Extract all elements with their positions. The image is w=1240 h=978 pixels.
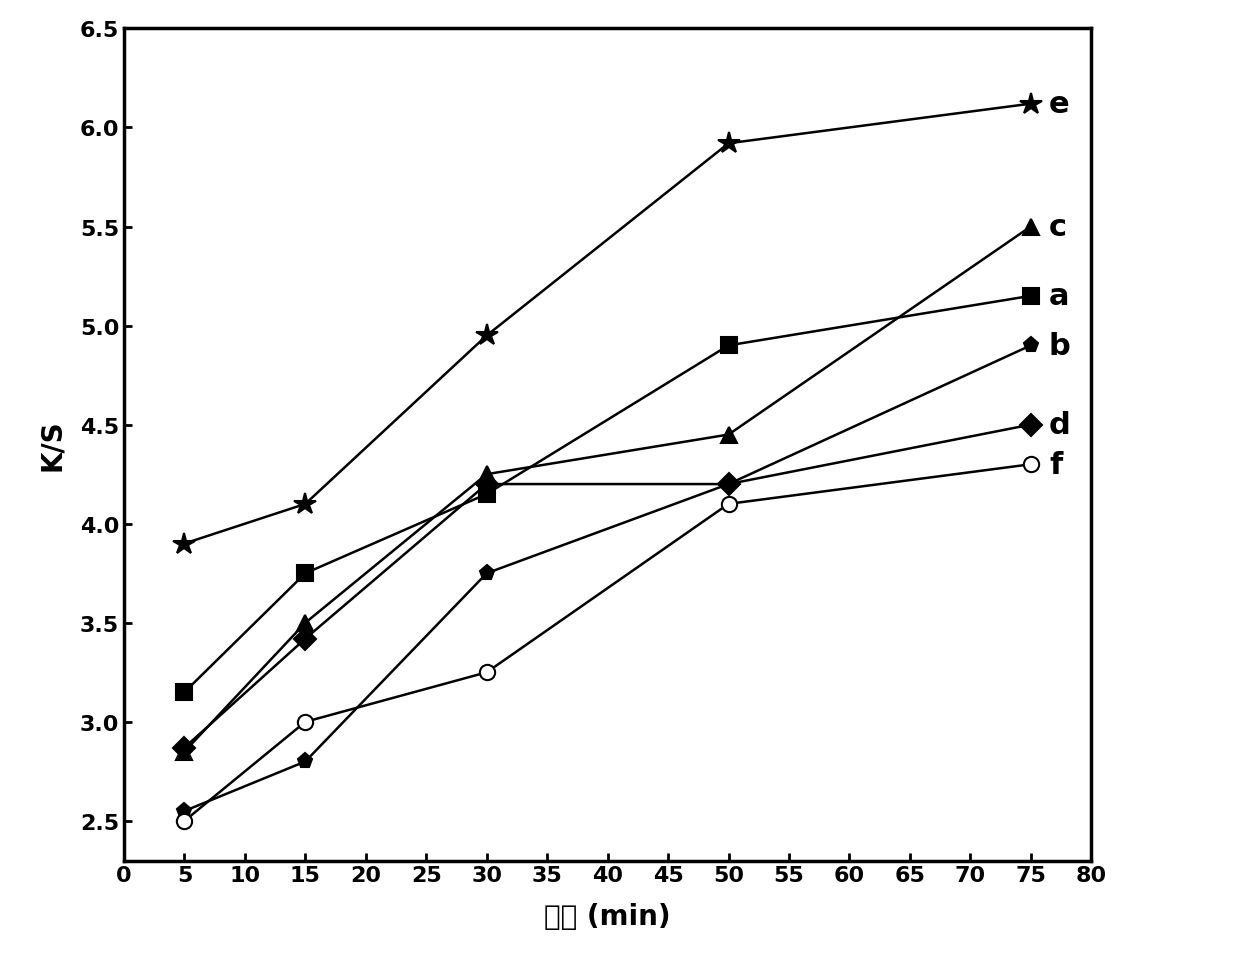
Text: a: a	[1049, 282, 1069, 311]
Text: d: d	[1049, 411, 1070, 440]
Text: e: e	[1049, 90, 1070, 119]
Text: f: f	[1049, 450, 1063, 479]
X-axis label: 时间 (min): 时间 (min)	[544, 902, 671, 930]
Text: b: b	[1049, 332, 1070, 361]
Text: c: c	[1049, 213, 1066, 242]
Y-axis label: K/S: K/S	[37, 420, 66, 470]
